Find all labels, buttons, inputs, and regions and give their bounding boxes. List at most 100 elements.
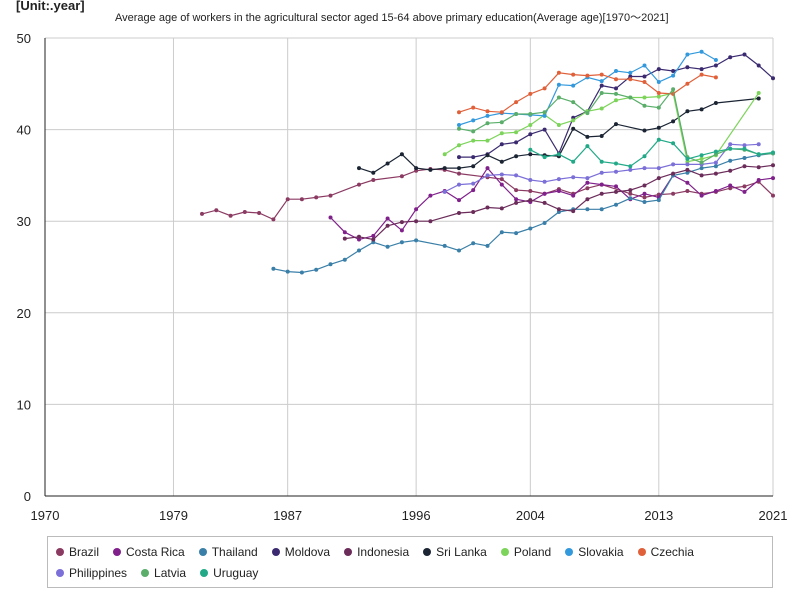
data-point-moldova <box>685 65 690 70</box>
data-point-philippines <box>471 181 476 186</box>
data-point-poland <box>614 98 618 103</box>
data-point-slovakia <box>699 49 704 54</box>
data-point-czechia <box>642 80 647 84</box>
series-line-uruguay <box>530 139 774 167</box>
data-point-indonesia <box>671 171 676 176</box>
data-point-thailand <box>628 196 633 201</box>
data-point-czechia <box>556 70 561 75</box>
data-point-indonesia <box>656 176 661 181</box>
data-point-philippines <box>442 189 447 194</box>
data-point-brazil <box>285 197 290 202</box>
data-point-indonesia <box>756 165 761 170</box>
legend-label: Sri Lanka <box>436 545 487 559</box>
data-point-philippines <box>728 142 733 147</box>
data-point-brazil <box>257 211 262 215</box>
data-point-uruguay <box>685 156 690 161</box>
data-point-poland <box>442 152 447 157</box>
data-point-sri-lanka <box>357 166 361 171</box>
legend-item-brazil[interactable]: Brazil <box>56 542 99 563</box>
data-point-thailand <box>399 240 404 245</box>
data-point-sri-lanka <box>699 107 704 112</box>
data-point-czechia <box>699 72 704 77</box>
y-tick-label: 50 <box>17 31 31 46</box>
data-point-indonesia <box>399 220 404 225</box>
data-point-philippines <box>457 182 461 187</box>
series-lines <box>200 49 775 275</box>
data-point-costa-rica <box>328 215 333 220</box>
legend-marker <box>200 569 209 577</box>
legend-item-poland[interactable]: Poland <box>500 542 551 563</box>
y-tick-label: 40 <box>17 123 31 138</box>
data-point-thailand <box>442 243 447 248</box>
data-point-costa-rica <box>771 176 775 181</box>
series-moldova <box>457 52 775 160</box>
data-point-thailand <box>728 158 733 163</box>
data-point-thailand <box>271 266 276 271</box>
data-point-thailand <box>585 207 590 212</box>
legend-item-sri-lanka[interactable]: Sri Lanka <box>423 542 487 563</box>
data-point-latvia <box>671 87 676 92</box>
legend-marker <box>423 548 432 556</box>
data-point-thailand <box>742 156 747 160</box>
legend: Brazil Costa Rica Thailand Moldova Indonesia… <box>47 536 773 588</box>
data-point-moldova <box>728 55 733 60</box>
data-point-indonesia <box>428 219 433 224</box>
legend-item-thailand[interactable]: Thailand <box>198 542 258 563</box>
data-point-poland <box>656 94 661 99</box>
data-point-czechia <box>656 91 661 95</box>
x-tick-label: 1987 <box>273 508 302 523</box>
legend-marker <box>198 548 207 556</box>
data-point-sri-lanka <box>585 134 590 139</box>
legend-item-indonesia[interactable]: Indonesia <box>344 542 409 563</box>
data-point-slovakia <box>485 113 490 118</box>
data-point-costa-rica <box>728 183 733 188</box>
data-point-sri-lanka <box>485 153 490 158</box>
data-point-brazil <box>371 178 376 182</box>
data-point-indonesia <box>471 210 476 214</box>
legend-item-latvia[interactable]: Latvia <box>141 563 186 584</box>
legend-marker <box>565 548 574 556</box>
data-point-slovakia <box>614 69 618 73</box>
data-point-latvia <box>699 160 704 165</box>
data-point-latvia <box>485 121 490 126</box>
legend-item-philippines[interactable]: Philippines <box>56 563 127 584</box>
data-point-brazil <box>514 188 519 193</box>
y-tick-label: 0 <box>24 489 31 504</box>
data-point-indonesia <box>371 237 376 242</box>
grid-lines <box>45 37 774 496</box>
legend-item-moldova[interactable]: Moldova <box>271 542 330 563</box>
data-point-brazil <box>642 195 647 200</box>
legend-item-czechia[interactable]: Czechia <box>637 542 694 563</box>
data-point-indonesia <box>728 168 733 173</box>
data-point-indonesia <box>713 171 718 176</box>
data-point-indonesia <box>571 209 576 214</box>
data-point-brazil <box>200 211 204 216</box>
legend-item-uruguay[interactable]: Uruguay <box>200 563 258 584</box>
data-point-thailand <box>371 240 376 245</box>
data-point-moldova <box>771 76 775 81</box>
data-point-latvia <box>642 103 647 108</box>
data-point-indonesia <box>685 167 690 172</box>
legend-marker <box>344 548 353 556</box>
y-tick-label: 20 <box>17 306 31 321</box>
data-point-sri-lanka <box>656 125 661 130</box>
legend-marker <box>141 569 150 577</box>
data-point-uruguay <box>713 149 718 154</box>
data-point-poland <box>556 123 561 127</box>
data-point-sri-lanka <box>614 122 618 127</box>
data-point-thailand <box>656 198 661 203</box>
data-point-moldova <box>742 52 747 57</box>
data-point-brazil <box>228 213 233 218</box>
data-point-costa-rica <box>699 193 704 198</box>
legend-item-costa-rica[interactable]: Costa Rica <box>113 542 185 563</box>
data-point-czechia <box>713 75 718 80</box>
data-point-latvia <box>614 91 618 96</box>
data-point-thailand <box>485 243 490 248</box>
legend-item-slovakia[interactable]: Slovakia <box>565 542 624 563</box>
data-point-philippines <box>514 173 519 178</box>
data-point-slovakia <box>556 82 561 87</box>
data-point-thailand <box>285 269 290 274</box>
data-point-costa-rica <box>514 197 519 202</box>
data-point-indonesia <box>528 198 533 203</box>
data-point-philippines <box>642 166 647 171</box>
